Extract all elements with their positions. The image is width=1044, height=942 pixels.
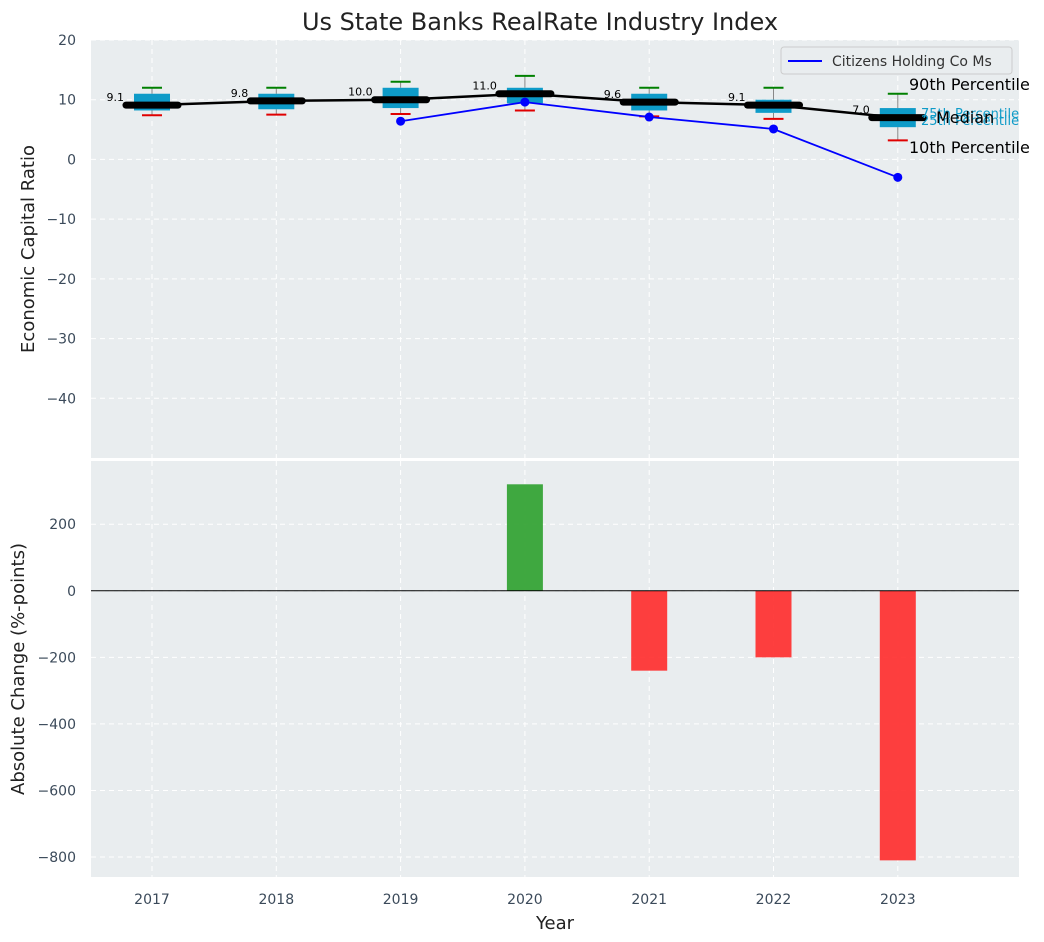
median-value-label: 9.6 (604, 88, 622, 101)
x-tick-label: 2017 (134, 892, 170, 908)
x-tick-label: 2023 (880, 892, 916, 908)
chart-title: Us State Banks RealRate Industry Index (302, 8, 778, 36)
median-line (151, 92, 898, 119)
annotation-10th-percentile: 10th Percentile (909, 138, 1030, 157)
median-value-label: 11.0 (472, 80, 497, 93)
series-point (893, 172, 903, 182)
median-value-label: 9.1 (728, 91, 746, 104)
legend-frame (780, 46, 1013, 75)
bottom-y-axis-label: Absolute Change (%-points) (8, 543, 29, 795)
x-tick-label: 2018 (258, 892, 294, 908)
x-ticks: 2017 2018 2019 2020 2021 2022 2023 (134, 892, 915, 908)
top-y-tick-label: −30 (46, 332, 76, 348)
bottom-y-ticks: 200 0 −200 −400 −600 −800 (38, 517, 76, 866)
top-y-tick-label: −20 (46, 272, 76, 288)
top-y-tick-label: −40 (46, 391, 76, 407)
median-value-label: 10.0 (348, 86, 373, 99)
bottom-y-tick-label: 0 (67, 584, 76, 600)
bottom-y-tick-label: −800 (38, 850, 76, 866)
bar-2020 (506, 484, 543, 591)
bar-2021 (631, 590, 668, 671)
series-point (769, 124, 778, 134)
annotation-25th-percentile: 25th Percentile (921, 114, 1019, 129)
change-bars (506, 484, 916, 861)
series-point (644, 112, 654, 122)
bottom-panel: 200 0 −200 −400 −600 −800 2017 2018 2019 2020 202… (8, 461, 1019, 934)
top-y-tick-label: 20 (58, 33, 76, 49)
bottom-plot-background (91, 461, 1019, 877)
x-tick-label: 2020 (507, 892, 543, 908)
annotation-75th-percentile: 75th Percentile (921, 107, 1019, 122)
top-y-tick-label: 10 (58, 93, 76, 109)
x-tick-label: 2021 (631, 892, 667, 908)
bar-2022 (755, 590, 792, 658)
company-series (151, 92, 903, 182)
top-y-axis-label: Economic Capital Ratio (18, 145, 39, 353)
median-value-label: 9.8 (231, 87, 249, 100)
top-y-ticks: 20 10 0 −10 −20 −30 −40 (46, 33, 76, 407)
top-plot-background (91, 40, 1019, 458)
legend-label: Citizens Holding Co Ms (832, 54, 992, 70)
top-y-tick-label: −10 (46, 212, 76, 228)
top-grid (91, 39, 1019, 458)
bar-2023 (879, 590, 916, 861)
x-axis-label: Year (535, 913, 575, 934)
bottom-y-tick-label: 200 (49, 517, 76, 533)
x-tick-label: 2022 (756, 892, 792, 908)
annotation-median: Median (936, 108, 994, 127)
x-tick-label: 2019 (383, 892, 419, 908)
bottom-y-tick-label: −400 (38, 717, 76, 733)
series-point (520, 97, 530, 107)
legend: Citizens Holding Co Ms (780, 46, 1013, 75)
top-y-tick-label: 0 (67, 152, 76, 168)
median-value-label: 9.1 (107, 91, 125, 104)
bottom-y-tick-label: −200 (38, 650, 76, 666)
annotation-90th-percentile: 90th Percentile (909, 75, 1030, 94)
bottom-y-tick-label: −600 (38, 783, 76, 799)
series-point (396, 116, 406, 126)
